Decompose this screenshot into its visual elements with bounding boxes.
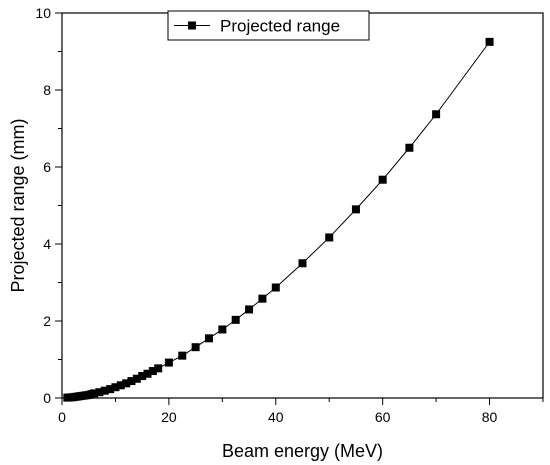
x-tick-label: 0 bbox=[58, 409, 66, 425]
y-tick-label: 8 bbox=[43, 82, 51, 98]
legend-marker-sample bbox=[188, 21, 196, 30]
y-tick-label: 2 bbox=[43, 313, 51, 329]
data-point bbox=[143, 369, 152, 378]
data-point bbox=[111, 383, 120, 392]
data-point bbox=[106, 385, 115, 394]
data-point bbox=[298, 259, 307, 268]
y-tick-label: 0 bbox=[43, 390, 51, 406]
data-point bbox=[191, 343, 200, 352]
x-tick-label: 60 bbox=[375, 409, 391, 425]
data-point bbox=[432, 110, 441, 119]
x-tick-label: 40 bbox=[268, 409, 284, 425]
y-tick-label: 4 bbox=[43, 236, 51, 252]
data-point bbox=[127, 377, 136, 386]
data-point bbox=[325, 233, 334, 242]
data-point bbox=[204, 334, 213, 343]
data-point bbox=[178, 351, 187, 360]
data-point bbox=[132, 374, 141, 383]
y-tick-label: 6 bbox=[43, 159, 51, 175]
data-point bbox=[164, 358, 173, 367]
y-axis-title: Projected range (mm) bbox=[8, 118, 28, 292]
data-point bbox=[148, 367, 157, 376]
data-point bbox=[378, 175, 387, 184]
x-axis-title: Beam energy (MeV) bbox=[222, 441, 383, 461]
data-point bbox=[271, 283, 280, 292]
legend: Projected range bbox=[167, 10, 370, 41]
data-point bbox=[351, 205, 360, 214]
data-point bbox=[258, 294, 267, 303]
y-tick-label: 10 bbox=[35, 5, 51, 21]
data-point bbox=[218, 325, 227, 334]
data-point bbox=[122, 379, 131, 388]
data-point bbox=[405, 143, 414, 152]
data-point bbox=[485, 37, 494, 46]
data-point bbox=[138, 372, 147, 381]
axes: 0 20 40 60 80 0 2 4 6 8 10 bbox=[35, 5, 544, 425]
x-tick-label: 80 bbox=[482, 409, 498, 425]
data-point bbox=[90, 389, 99, 398]
series-line bbox=[67, 41, 490, 399]
series-layer bbox=[63, 37, 494, 402]
data-point bbox=[116, 381, 125, 390]
plot-frame bbox=[61, 12, 544, 399]
legend-label: Projected range bbox=[220, 17, 340, 36]
data-point bbox=[231, 315, 240, 324]
data-point bbox=[100, 386, 109, 395]
data-point bbox=[154, 364, 163, 373]
data-point bbox=[245, 305, 254, 314]
x-tick-label: 20 bbox=[161, 409, 177, 425]
data-point bbox=[95, 388, 104, 397]
